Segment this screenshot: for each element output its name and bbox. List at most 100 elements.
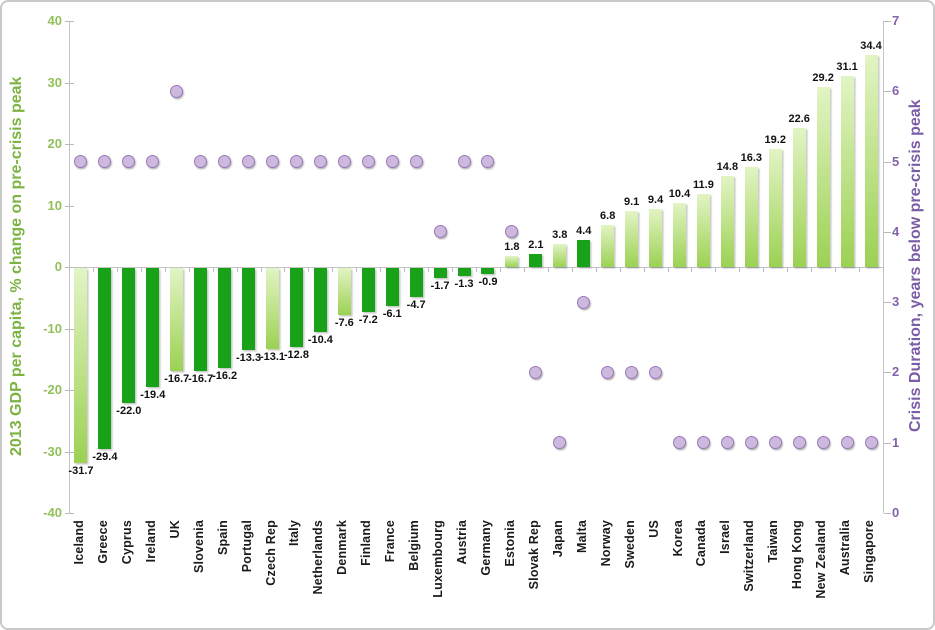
duration-dot-norway: [601, 365, 615, 379]
right-axis-tick-label: 2: [892, 364, 900, 380]
x-axis-tick: [763, 268, 765, 272]
left-axis-tick-label: -10: [43, 320, 62, 336]
bar-greece: [98, 268, 112, 449]
bar-value-label: -12.8: [283, 348, 309, 361]
category-label-slovak-rep: Slovak Rep: [526, 520, 541, 590]
category-label-austria: Austria: [455, 520, 470, 565]
x-axis-tick: [69, 268, 70, 272]
category-label-slovenia: Slovenia: [191, 520, 206, 574]
category-label-czech-rep: Czech Rep: [263, 520, 278, 586]
category-label-greece: Greece: [95, 520, 110, 564]
left-axis-tick-label: 30: [47, 74, 62, 90]
right-axis-tick: [884, 231, 891, 233]
x-axis-tick: [236, 268, 238, 272]
x-axis-tick: [811, 268, 813, 272]
bar-uk: [170, 268, 184, 371]
bar-value-label: 9.1: [623, 196, 640, 209]
category-label-estonia: Estonia: [502, 520, 517, 567]
x-axis-tick: [859, 268, 861, 272]
duration-dot-taiwan: [768, 436, 782, 450]
left-axis-tick: [65, 390, 74, 391]
duration-dot-uk: [170, 84, 184, 98]
left-axis-tick: [65, 205, 74, 207]
duration-dot-iceland: [74, 155, 88, 169]
x-axis-tick: [260, 268, 262, 272]
category-label-switzerland: Switzerland: [742, 520, 757, 592]
bar-netherlands: [313, 268, 327, 332]
x-axis-tick: [284, 268, 286, 272]
x-axis-tick: [308, 268, 310, 272]
category-label-italy: Italy: [287, 520, 302, 547]
left-axis-tick: [65, 451, 74, 453]
category-label-korea: Korea: [670, 520, 685, 557]
bar-france: [385, 268, 399, 306]
bar-value-label: -10.4: [307, 333, 333, 346]
category-label-ireland: Ireland: [143, 520, 158, 563]
x-axis-tick: [188, 268, 190, 272]
category-label-new-zealand: New Zealand: [814, 520, 829, 599]
left-axis-tick-label: -40: [43, 505, 62, 520]
x-axis-tick: [619, 268, 621, 272]
bar-italy: [289, 268, 303, 347]
left-axis-tick-label: 10: [47, 197, 62, 213]
category-label-germany: Germany: [478, 520, 493, 576]
duration-dot-greece: [98, 155, 112, 169]
left-axis-tick-label: 20: [47, 136, 62, 151]
right-axis-tick-label: 6: [892, 83, 900, 99]
bar-value-label: -13.1: [259, 350, 286, 363]
x-axis-tick: [835, 268, 837, 272]
x-axis-tick: [452, 268, 454, 272]
duration-dot-singapore: [864, 436, 878, 450]
x-axis-tick: [212, 268, 214, 272]
bar-value-label: 16.3: [740, 151, 763, 164]
bar-value-label: 6.8: [600, 210, 616, 223]
bar-value-label: 3.8: [552, 228, 568, 241]
bar-us: [649, 209, 663, 267]
bar-norway: [601, 225, 615, 267]
right-axis-tick: [884, 161, 891, 163]
left-axis-tick-label: -20: [43, 382, 62, 397]
duration-dot-japan: [553, 436, 567, 450]
left-axis-tick: [65, 144, 74, 145]
duration-dot-belgium: [409, 155, 423, 169]
bar-israel: [720, 175, 734, 267]
x-axis-tick: [883, 268, 884, 272]
bar-value-label: 14.8: [716, 160, 739, 173]
x-axis-tick: [140, 268, 142, 272]
category-label-australia: Australia: [838, 520, 853, 576]
duration-dot-new-zealand: [816, 436, 830, 450]
x-axis-tick: [787, 268, 789, 272]
category-label-spain: Spain: [215, 520, 230, 556]
right-axis-tick-label: 3: [892, 294, 900, 310]
x-axis-tick: [571, 268, 573, 272]
bar-finland: [361, 268, 375, 313]
duration-dot-hong-kong: [792, 436, 806, 450]
duration-dot-slovenia: [194, 155, 208, 169]
bar-value-label: 22.6: [788, 113, 810, 125]
right-axis-tick: [884, 513, 891, 514]
duration-dot-luxembourg: [433, 225, 447, 239]
x-axis-tick: [356, 268, 358, 272]
bar-australia: [840, 75, 854, 267]
bar-value-label: -29.4: [92, 450, 118, 463]
category-label-uk: UK: [167, 520, 182, 539]
bar-slovenia: [194, 268, 208, 371]
bar-value-label: -16.7: [188, 372, 214, 385]
duration-dot-germany: [481, 155, 495, 169]
bar-value-label: -4.7: [406, 298, 426, 311]
left-axis-tick-label: -30: [43, 443, 62, 459]
category-label-japan: Japan: [550, 520, 565, 558]
bar-taiwan: [768, 148, 782, 267]
duration-dot-slovak-rep: [529, 365, 543, 379]
x-axis-tick: [92, 268, 94, 272]
bar-canada: [696, 193, 710, 267]
bar-value-label: 2.1: [528, 239, 544, 252]
duration-dot-italy: [289, 155, 303, 169]
duration-dot-denmark: [337, 155, 351, 169]
category-label-denmark: Denmark: [335, 520, 350, 575]
duration-dot-france: [385, 155, 399, 169]
duration-dot-czech-rep: [266, 155, 279, 169]
x-axis-tick: [739, 268, 741, 272]
